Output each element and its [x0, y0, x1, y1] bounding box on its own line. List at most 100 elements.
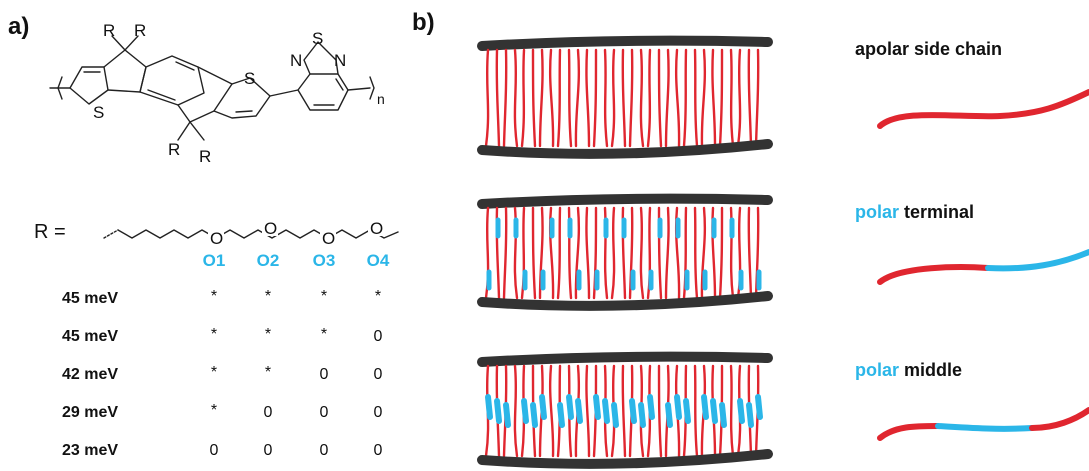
- side-chain-mark: [520, 48, 526, 148]
- table-cell: 0: [374, 404, 383, 421]
- side-chain-mark: [657, 364, 663, 458]
- panel-a-label: a): [8, 13, 29, 40]
- attachment-bond: [103, 229, 119, 239]
- side-chain-mark: [711, 206, 717, 300]
- side-chain-mark: [718, 48, 724, 148]
- table-cell: *: [211, 288, 217, 305]
- side-chain-mark: [513, 48, 519, 148]
- polymer-panel-apolar: [477, 35, 773, 159]
- side-chain-mark: [674, 364, 682, 458]
- table-cell: *: [265, 326, 271, 343]
- oxygen-1: O: [210, 229, 223, 248]
- side-chain-mark: [603, 206, 609, 300]
- table-cell: 0: [374, 442, 383, 459]
- table-cell: 0: [374, 328, 383, 345]
- header-o1: O1: [203, 251, 226, 270]
- row-energy-label: 45 meV: [62, 328, 118, 345]
- side-chain-mark: [693, 364, 699, 458]
- side-chain-mark: [610, 48, 616, 148]
- side-chain-mark: [548, 206, 555, 300]
- side-chain-mark: [538, 364, 547, 458]
- backbone-top: [477, 351, 773, 367]
- side-chain: R = O O O O: [34, 219, 399, 248]
- side-chain-mark: [657, 206, 663, 300]
- table-cell: 0: [320, 404, 329, 421]
- backbone-bottom: [477, 449, 773, 469]
- legend-terminal-polar-part: [985, 249, 1089, 272]
- side-chain-mark: [682, 364, 691, 458]
- table-row: 45 meV * * * 0: [62, 326, 383, 345]
- side-chain-mark: [484, 206, 492, 300]
- side-chain-mark: [628, 48, 634, 148]
- side-chain-mark: [747, 48, 753, 148]
- side-chain-mark: [502, 364, 511, 458]
- table-row: 23 meV 0 0 0 0: [62, 442, 383, 459]
- side-chain-mark: [729, 206, 735, 300]
- side-chain-mark: [646, 206, 654, 300]
- row-energy-label: 23 meV: [62, 442, 118, 459]
- side-chain-mark: [556, 364, 565, 458]
- side-chain-mark: [513, 206, 519, 300]
- side-chain-mark: [556, 206, 562, 300]
- legend-polar-terminal-label: polar terminal: [855, 202, 974, 222]
- bracket-right: [369, 76, 375, 100]
- side-chain-mark: [574, 48, 581, 148]
- left-thiophene: [69, 66, 109, 105]
- side-chain-mark: [754, 364, 763, 458]
- side-chain-mark: [556, 48, 562, 148]
- side-chain-mark: [639, 48, 645, 148]
- side-chain-mark: [664, 364, 673, 458]
- nitrogen-right: N: [334, 51, 346, 70]
- r-bottom-right: R: [199, 147, 211, 166]
- side-chain-mark: [530, 364, 538, 458]
- table-row: 29 meV * 0 0 0: [62, 402, 383, 421]
- table-cell: *: [211, 326, 217, 343]
- side-chain-mark: [610, 364, 619, 458]
- side-chain-mark: [513, 364, 519, 458]
- side-chain-mark: [754, 48, 760, 148]
- table-cell: 0: [264, 442, 273, 459]
- side-chain-mark: [592, 364, 601, 458]
- side-chain-mark: [585, 206, 591, 300]
- oxygen-2: O: [264, 219, 277, 238]
- side-chain-mark: [484, 48, 490, 148]
- side-chain-mark: [646, 48, 652, 148]
- table-cell: 0: [320, 366, 329, 383]
- side-chain-mark: [693, 206, 699, 300]
- side-chain-mark: [502, 206, 508, 300]
- side-chain-mark: [592, 206, 600, 300]
- side-chain-mark: [520, 206, 528, 300]
- side-chain-mark: [592, 48, 598, 148]
- side-chain-mark: [746, 364, 754, 458]
- side-chain-mark: [729, 48, 735, 148]
- header-o4: O4: [367, 251, 390, 270]
- side-chain-mark: [538, 206, 546, 300]
- r-top-right: R: [134, 21, 146, 40]
- side-chain-mark: [674, 206, 681, 300]
- row-energy-label: 29 meV: [62, 404, 118, 421]
- polymer-panel-middle: [477, 351, 773, 469]
- side-chain-mark: [718, 364, 727, 458]
- sulfur-btd: S: [312, 29, 323, 48]
- side-chain-mark: [700, 206, 708, 300]
- side-chain-mark: [657, 48, 663, 148]
- side-chain-mark: [548, 48, 555, 148]
- side-chain-mark: [646, 364, 655, 458]
- header-o2: O2: [257, 251, 280, 270]
- side-chain-mark: [495, 48, 501, 148]
- side-chain-mark: [502, 48, 508, 148]
- side-chain-mark: [567, 206, 573, 300]
- illustrations: [477, 35, 773, 469]
- side-chain-mark: [639, 206, 645, 300]
- side-chain-mark: [628, 364, 637, 458]
- side-chain-mark: [621, 206, 627, 300]
- oxygen-table: O1 O2 O3 O4 45 meV * * * * 45 meV * * * 0 42 meV * *…: [62, 251, 390, 459]
- r-top-left: R: [103, 21, 115, 40]
- side-chain-mark: [628, 206, 636, 300]
- side-chain-mark: [638, 364, 646, 458]
- backbone-top: [477, 193, 773, 209]
- table-cell: 0: [264, 404, 273, 421]
- side-chain-mark: [718, 206, 724, 300]
- side-chain-mark: [610, 206, 616, 300]
- side-chain-mark: [693, 48, 699, 148]
